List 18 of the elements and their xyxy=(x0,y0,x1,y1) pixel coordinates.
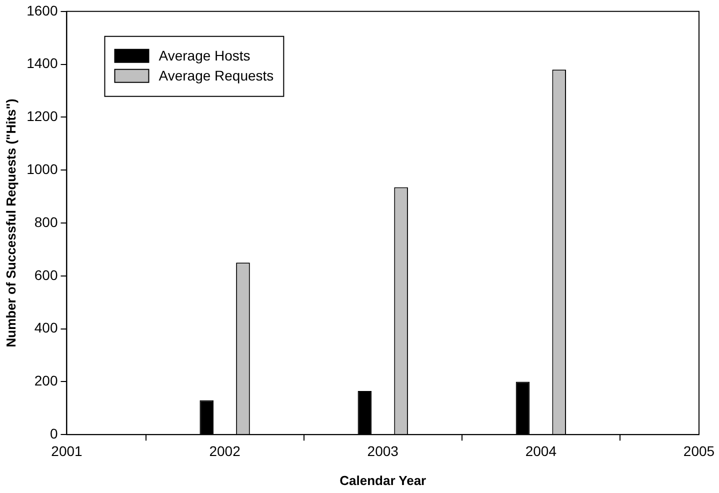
y-tick-label: 1600 xyxy=(26,2,58,18)
y-tick-label: 1000 xyxy=(26,160,58,177)
y-tick-label: 400 xyxy=(34,320,58,336)
y-tick-label: 200 xyxy=(34,372,58,389)
x-tick-label: 2002 xyxy=(209,442,241,459)
y-tick-label: 800 xyxy=(34,214,58,230)
y-axis-title: Number of Successful Requests ("Hits") xyxy=(3,98,18,348)
legend-label: Average Hosts xyxy=(158,47,250,64)
y-tick-label: 1200 xyxy=(26,108,58,124)
y-tick-label: 1400 xyxy=(26,55,58,72)
x-tick-label: 2004 xyxy=(525,442,557,459)
x-tick-label: 2001 xyxy=(51,442,83,459)
legend-label: Average Requests xyxy=(158,67,274,84)
x-tick-label: 2003 xyxy=(367,442,399,459)
x-axis-title: Calendar Year xyxy=(340,472,426,488)
y-tick-label: 0 xyxy=(50,425,58,442)
y-tick-label: 600 xyxy=(34,266,58,283)
x-tick-label: 2005 xyxy=(683,442,715,459)
